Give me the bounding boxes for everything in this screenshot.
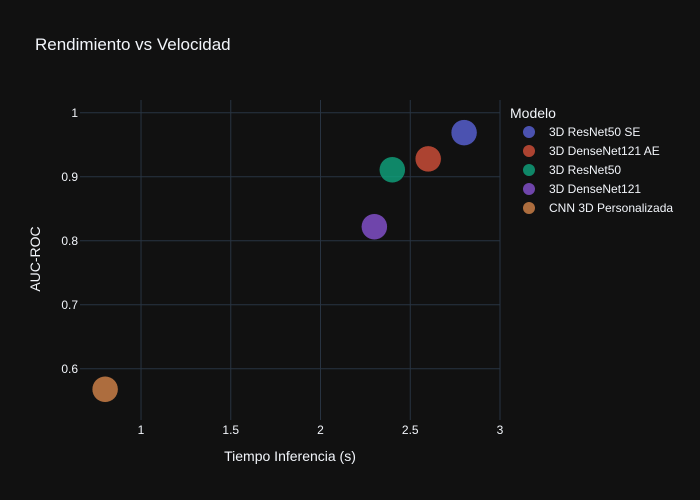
data-point xyxy=(414,145,442,173)
legend-label: CNN 3D Personalizada xyxy=(549,201,673,215)
x-tick-label: 1 xyxy=(138,423,145,437)
x-axis-label: Tiempo Inferencia (s) xyxy=(224,448,356,464)
x-tick-label: 1.5 xyxy=(222,423,239,437)
legend-title: Modelo xyxy=(510,105,556,121)
legend-marker xyxy=(523,164,535,176)
tick-layer: 1 1.5 2 2.5 3 0.6 0.7 0.8 0.9 1 xyxy=(61,106,503,437)
legend-marker xyxy=(523,202,535,214)
y-tick-label: 1 xyxy=(71,106,78,120)
legend-items: 3D ResNet50 SE 3D DenseNet121 AE 3D ResNet… xyxy=(523,125,673,215)
x-tick-label: 2 xyxy=(317,423,324,437)
legend-marker xyxy=(523,183,535,195)
data-point xyxy=(361,213,388,240)
y-tick-label: 0.6 xyxy=(61,362,78,376)
y-axis-label: AUC-ROC xyxy=(27,226,43,291)
chart-title: Rendimiento vs Velocidad xyxy=(35,35,231,54)
legend-label: 3D DenseNet121 AE xyxy=(549,144,660,158)
data-point xyxy=(91,376,119,403)
marker-layer xyxy=(91,119,478,403)
legend-marker xyxy=(523,145,535,157)
legend-marker xyxy=(523,126,535,138)
y-tick-label: 0.9 xyxy=(61,170,78,184)
y-tick-label: 0.8 xyxy=(61,234,78,248)
x-tick-label: 3 xyxy=(497,423,504,437)
x-tick-label: 2.5 xyxy=(402,423,419,437)
y-tick-label: 0.7 xyxy=(61,298,78,312)
legend-label: 3D ResNet50 xyxy=(549,163,621,177)
legend-label: 3D DenseNet121 xyxy=(549,182,641,196)
legend-label: 3D ResNet50 SE xyxy=(549,125,640,139)
grid-layer xyxy=(80,100,501,420)
data-point xyxy=(450,119,478,146)
data-point xyxy=(379,156,406,184)
